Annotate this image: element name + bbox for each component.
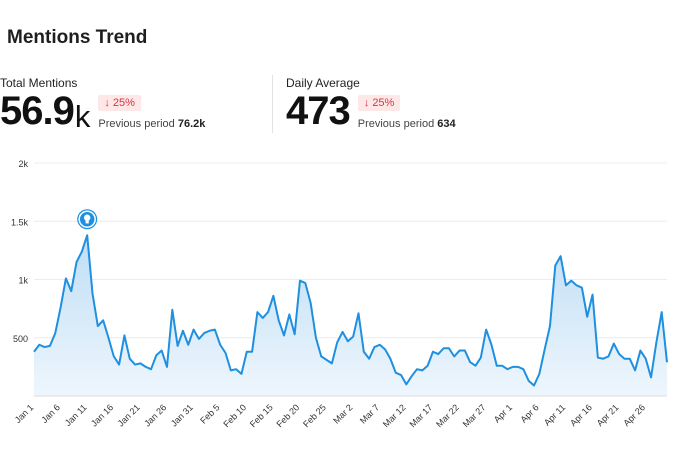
stat-daily-average: Daily Average 473 ↓ 25% Previous period … [286, 76, 456, 131]
y-tick-label: 2k [18, 159, 28, 169]
x-tick-label: Mar 27 [461, 402, 488, 429]
change-badge: ↓ 25% [357, 95, 401, 111]
x-tick-label: Jan 1 [13, 402, 36, 425]
x-tick-label: Jan 26 [142, 402, 168, 428]
x-tick-label: Feb 15 [248, 402, 275, 429]
x-tick-label: Mar 12 [381, 402, 408, 429]
y-tick-label: 1.5k [11, 217, 29, 227]
arrow-down-icon: ↓ [363, 97, 370, 109]
x-tick-label: Jan 16 [89, 402, 115, 428]
y-tick-label: 1k [18, 276, 28, 286]
x-tick-label: Feb 5 [198, 402, 221, 425]
stat-value: 56.9 [0, 89, 75, 133]
x-tick-label: Apr 26 [621, 402, 647, 428]
stat-total-mentions: Total Mentions 56.9 k ↓ 25% Previous per… [0, 76, 205, 137]
change-badge: ↓ 25% [98, 95, 141, 111]
x-tick-label: Apr 21 [595, 402, 621, 428]
x-tick-label: Jan 21 [116, 402, 142, 428]
previous-period: Previous period 76.2k [98, 118, 206, 130]
stat-divider [272, 75, 273, 133]
x-tick-label: Apr 11 [542, 402, 567, 427]
y-tick-label: 500 [13, 334, 28, 344]
arrow-down-icon: ↓ [104, 97, 110, 109]
page-title: Mentions Trend [7, 27, 148, 48]
stat-value: 473 [286, 89, 351, 133]
lightbulb-icon[interactable] [77, 209, 98, 230]
x-tick-label: Feb 10 [221, 402, 248, 429]
previous-period: Previous period 634 [357, 118, 456, 130]
stat-label: Daily Average [286, 76, 360, 90]
x-tick-label: Jan 31 [169, 402, 195, 428]
x-tick-label: Apr 16 [568, 402, 594, 428]
area-fill [34, 235, 667, 396]
x-tick-label: Mar 7 [358, 402, 381, 425]
stat-unit: k [74, 99, 91, 134]
x-tick-label: Mar 17 [407, 402, 434, 429]
x-tick-label: Apr 1 [492, 402, 514, 424]
x-tick-label: Mar 2 [331, 402, 354, 425]
x-tick-label: Apr 6 [518, 402, 540, 424]
x-tick-label: Jan 6 [39, 402, 62, 425]
x-tick-label: Mar 22 [434, 402, 461, 429]
series-line [33, 234, 668, 387]
x-tick-label: Feb 25 [301, 402, 328, 429]
stat-label: Total Mentions [0, 76, 78, 90]
x-tick-label: Feb 20 [274, 402, 301, 429]
x-tick-label: Jan 11 [63, 402, 89, 428]
